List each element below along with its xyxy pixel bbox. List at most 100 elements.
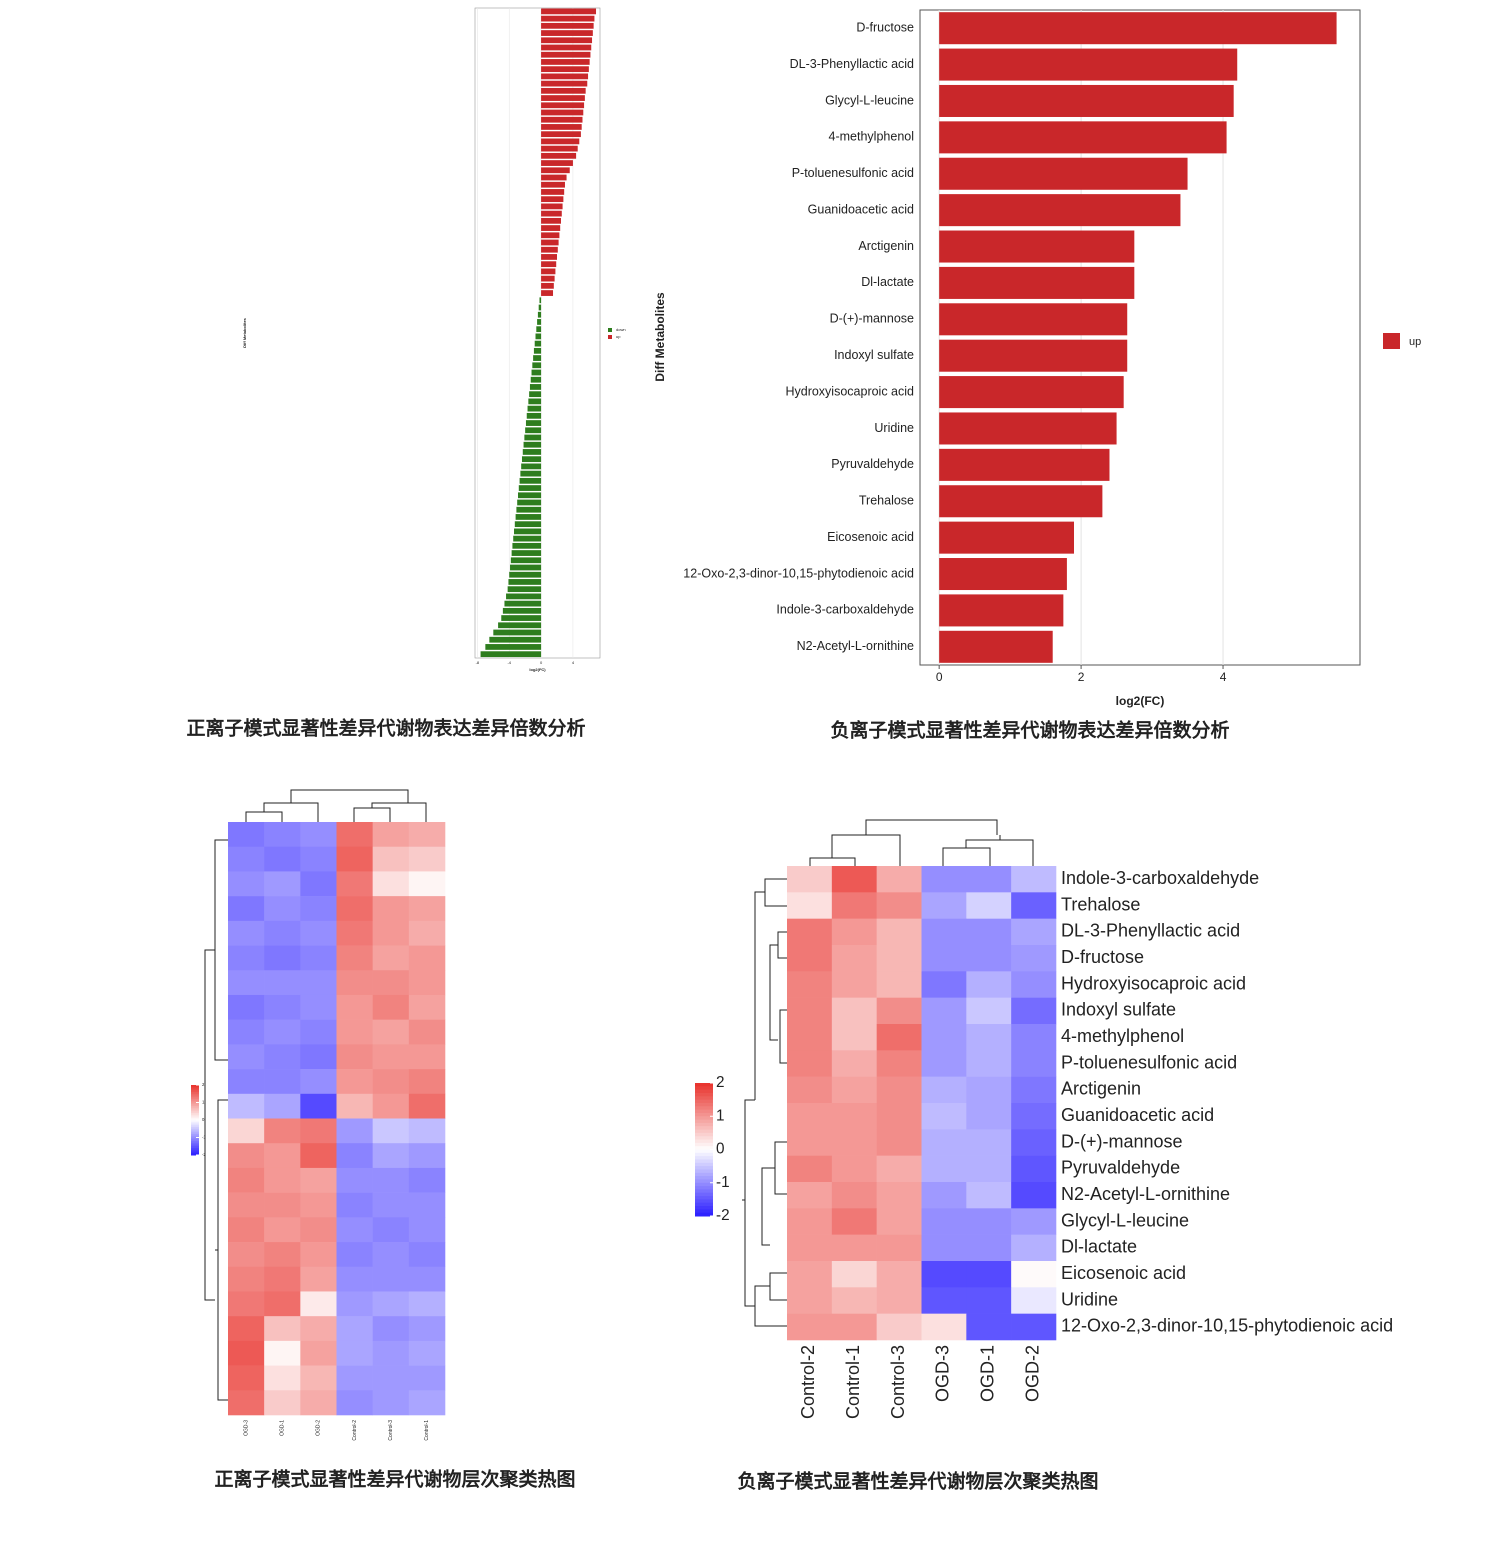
heatmap-cell <box>264 896 301 922</box>
heatmap-cell <box>876 1129 922 1156</box>
colorbar-segment <box>695 1152 713 1157</box>
heatmap-cell <box>228 1316 265 1342</box>
heatmap-cell <box>787 1103 833 1130</box>
bar <box>541 30 593 36</box>
x-tick-label: -8 <box>476 660 480 665</box>
heatmap-cell <box>876 1182 922 1209</box>
heatmap-cell <box>300 1365 337 1391</box>
heatmap-cell <box>921 1261 967 1288</box>
heatmap-cell <box>921 1129 967 1156</box>
heatmap-cell <box>966 1313 1012 1341</box>
bar <box>541 167 570 174</box>
colorbar-segment <box>695 1182 713 1187</box>
row-label: Dl-lactate <box>1061 1237 1137 1257</box>
heatmap-cell <box>876 1261 922 1288</box>
heatmap-cell <box>228 846 265 872</box>
heatmap-cell <box>787 1208 833 1235</box>
colorbar-segment <box>695 1089 713 1094</box>
bar <box>541 225 561 231</box>
heatmap-cell <box>787 997 833 1025</box>
heatmap-cell <box>228 1192 265 1218</box>
heatmap-cell <box>228 1143 265 1169</box>
column-label: Control-3 <box>388 1420 394 1441</box>
heatmap-cell <box>921 1287 967 1314</box>
heatmap-cell <box>1011 1129 1057 1156</box>
colorbar-tick-label: -2 <box>202 1152 206 1157</box>
heatmap-cell <box>228 1167 265 1193</box>
bar <box>939 594 1064 627</box>
y-tick-label: DL-3-Phenyllactic acid <box>790 57 914 71</box>
heatmap-cell <box>787 1129 833 1156</box>
colorbar-segment <box>191 1127 199 1130</box>
colorbar-segment <box>695 1119 713 1124</box>
colorbar-segment <box>191 1088 199 1091</box>
bar <box>541 95 585 101</box>
heatmap-cell <box>921 1155 967 1183</box>
heatmap-cell <box>228 1365 265 1391</box>
row-label: Glycyl-L-leucine <box>1061 1210 1189 1230</box>
heatmap-cell <box>831 866 877 893</box>
heatmap-cell <box>264 1192 301 1218</box>
heatmap-cell <box>300 945 337 971</box>
heatmap-cell <box>787 866 833 893</box>
bar <box>541 282 554 289</box>
heatmap-cell <box>876 997 922 1025</box>
y-tick-label: Dl-lactate <box>861 275 914 289</box>
colorbar-segment <box>191 1146 199 1149</box>
colorbar-segment <box>695 1109 713 1114</box>
colorbar-segment <box>695 1199 713 1204</box>
heatmap-cell <box>372 1340 410 1366</box>
heatmap-cell <box>408 1069 446 1095</box>
heatmap-cell <box>966 1155 1012 1183</box>
heatmap-cell <box>966 1076 1012 1104</box>
colorbar-segment <box>191 1149 199 1152</box>
y-tick-label: Glycyl-L-leucine <box>825 93 914 107</box>
heatmap-cell <box>921 1103 967 1130</box>
y-tick-label: N2-Acetyl-L-ornithine <box>797 639 914 653</box>
colorbar-tick-label: 0 <box>716 1141 725 1158</box>
heatmap-cell <box>876 918 922 946</box>
heatmap-cell <box>408 1316 446 1342</box>
heatmap-cell <box>300 846 337 872</box>
colorbar-segment <box>695 1136 713 1141</box>
heatmap-cell <box>300 822 337 848</box>
heatmap-cell <box>228 1291 265 1317</box>
bar <box>504 600 542 607</box>
heatmap-cell <box>408 846 446 872</box>
heatmap-cell <box>966 1024 1012 1051</box>
heatmap-cell <box>1011 1287 1057 1314</box>
heatmap-cell <box>300 896 337 922</box>
colorbar-segment <box>191 1107 199 1110</box>
colorbar-segment <box>695 1099 713 1104</box>
row-label: Indole-3-carboxaldehyde <box>1061 868 1259 888</box>
heatmap-cell <box>300 920 337 946</box>
heatmap-cell <box>300 1093 337 1119</box>
heatmap-cell <box>300 1167 337 1193</box>
bar <box>939 630 1053 663</box>
heatmap-cell <box>787 1024 833 1051</box>
legend-label: up <box>616 334 621 339</box>
colorbar-segment <box>695 1176 713 1180</box>
heatmap-cell <box>264 1340 301 1366</box>
heatmap-cell <box>264 1019 301 1045</box>
heatmap-cell <box>228 1340 265 1366</box>
bar <box>517 499 542 506</box>
heatmap-cell <box>831 1182 877 1209</box>
heatmap-cell <box>372 846 410 872</box>
heatmap-cell <box>336 1242 373 1268</box>
colorbar-segment <box>695 1112 713 1117</box>
bar <box>509 571 542 578</box>
heatmap-cell <box>966 918 1012 946</box>
y-tick-label: Indole-3-carboxaldehyde <box>776 603 914 617</box>
bar <box>525 427 542 434</box>
heatmap-cell <box>831 892 877 919</box>
heatmap-cell <box>372 1192 410 1218</box>
heatmap-cell <box>787 1261 833 1288</box>
heatmap-cell <box>228 1019 265 1045</box>
heatmap-cell <box>408 1143 446 1169</box>
column-dendrogram <box>245 789 427 822</box>
bar <box>514 528 542 535</box>
bar <box>508 579 542 585</box>
colorbar-segment <box>191 1144 199 1147</box>
